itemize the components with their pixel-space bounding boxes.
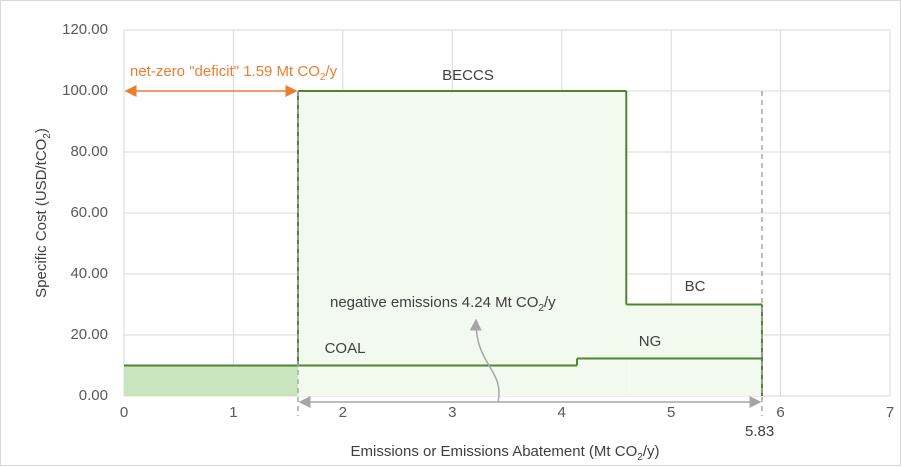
- negative-annotation-part: /y: [544, 294, 556, 311]
- y-tick-label: 20.00: [70, 326, 108, 343]
- step-fill: [297, 91, 627, 396]
- segment-label: COAL: [325, 340, 366, 357]
- x-tick-label: 0: [120, 404, 128, 421]
- y-axis-label-part: 2: [42, 133, 53, 139]
- segment-label: BECCS: [442, 67, 494, 84]
- deficit-annotation-part: 2: [320, 72, 326, 83]
- segment-label: NG: [639, 333, 662, 350]
- negative-annotation-part: negative emissions 4.24 Mt CO: [330, 294, 538, 311]
- x-axis-label-part: Emissions or Emissions Abatement (Mt CO: [351, 443, 638, 460]
- x-tick-label: 6: [776, 404, 784, 421]
- y-tick-label: 40.00: [70, 265, 108, 282]
- y-tick-label: 100.00: [62, 82, 108, 99]
- y-tick-label: 0.00: [79, 387, 108, 404]
- y-tick-label: 120.00: [62, 21, 108, 38]
- negative-annotation-part: 2: [538, 303, 544, 314]
- step-fill: [626, 304, 762, 396]
- x-axis-label-part: 2: [637, 452, 643, 463]
- deficit-annotation-part: /y: [325, 63, 337, 80]
- x-axis-label-part: /y): [643, 443, 660, 460]
- y-axis-label-part: Specific Cost (USD/tCO: [33, 139, 50, 298]
- end-label: 5.83: [745, 423, 774, 440]
- x-tick-label: 7: [886, 404, 894, 421]
- x-axis-label: Emissions or Emissions Abatement (Mt CO2…: [351, 443, 660, 463]
- y-tick-label: 80.00: [70, 143, 108, 160]
- x-tick-label: 5: [667, 404, 675, 421]
- x-tick-label: 1: [229, 404, 237, 421]
- x-tick-label: 3: [448, 404, 456, 421]
- deficit-annotation-part: net-zero "deficit" 1.59 Mt CO: [130, 63, 320, 80]
- x-tick-label: 2: [339, 404, 347, 421]
- segment-label: BC: [685, 278, 706, 295]
- callout-arrow: [469, 318, 500, 403]
- deficit-annotation: net-zero "deficit" 1.59 Mt CO2/y: [130, 63, 338, 83]
- x-tick-label: 4: [558, 404, 566, 421]
- y-tick-label: 60.00: [70, 204, 108, 221]
- y-axis-label-part: ): [33, 128, 50, 133]
- negative-annotation: negative emissions 4.24 Mt CO2/y: [330, 294, 556, 314]
- y-axis-label: Specific Cost (USD/tCO2): [33, 128, 53, 298]
